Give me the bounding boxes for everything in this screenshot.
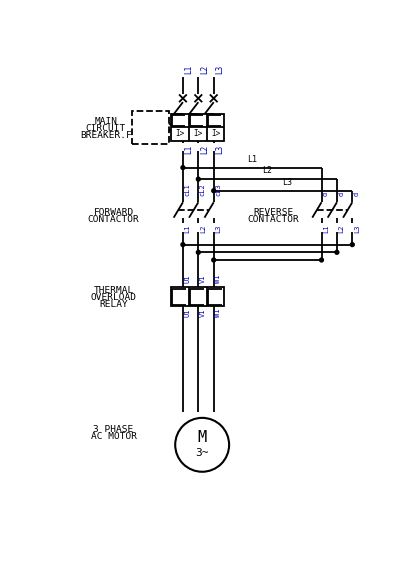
Text: L2: L2 (200, 225, 206, 233)
Text: L2: L2 (200, 145, 209, 154)
Text: REVERSE: REVERSE (253, 208, 293, 217)
Circle shape (350, 243, 354, 246)
Text: d: d (323, 192, 329, 196)
Circle shape (320, 258, 323, 262)
Circle shape (212, 189, 215, 193)
Text: RELAY: RELAY (99, 300, 128, 309)
Text: CIRCUIT: CIRCUIT (86, 124, 126, 133)
FancyBboxPatch shape (171, 114, 225, 141)
Text: I>: I> (211, 129, 220, 138)
Text: L1: L1 (184, 64, 194, 73)
Text: MAIN: MAIN (94, 117, 118, 126)
Text: L3: L3 (354, 225, 360, 233)
Text: cL1: cL1 (184, 183, 190, 196)
Text: AC MOTOR: AC MOTOR (91, 432, 136, 441)
Text: M: M (197, 430, 207, 444)
Text: W1: W1 (215, 308, 221, 317)
Circle shape (175, 418, 229, 472)
Text: W1: W1 (215, 275, 221, 283)
Text: cL3: cL3 (215, 183, 221, 196)
Text: L3: L3 (282, 178, 292, 187)
Text: BREAKER.F: BREAKER.F (80, 131, 132, 140)
Text: L1: L1 (323, 225, 329, 233)
Text: I>: I> (175, 129, 184, 138)
Text: L2: L2 (339, 225, 344, 233)
Text: cL2: cL2 (200, 183, 206, 196)
Text: L1: L1 (247, 155, 257, 164)
Text: L2: L2 (200, 64, 209, 73)
Text: L1: L1 (184, 225, 190, 233)
Text: V1: V1 (200, 308, 206, 317)
Text: 3 PHASE: 3 PHASE (94, 425, 134, 434)
Text: L1: L1 (184, 145, 194, 154)
Text: U1: U1 (184, 275, 190, 283)
Text: THERMAL: THERMAL (94, 286, 134, 295)
Text: CONTACTOR: CONTACTOR (247, 215, 299, 224)
Text: L3: L3 (215, 145, 224, 154)
Circle shape (181, 166, 185, 170)
Text: L2: L2 (262, 166, 273, 175)
Text: OVERLOAD: OVERLOAD (91, 293, 136, 302)
Text: I>: I> (193, 129, 202, 138)
Text: FORWARD: FORWARD (94, 208, 134, 217)
Text: d: d (354, 192, 360, 196)
Text: CONTACTOR: CONTACTOR (88, 215, 139, 224)
FancyBboxPatch shape (171, 287, 225, 306)
Circle shape (335, 250, 339, 254)
Circle shape (212, 258, 215, 262)
Text: d: d (339, 192, 344, 196)
Text: L3: L3 (215, 225, 221, 233)
Text: L3: L3 (215, 64, 224, 73)
Circle shape (181, 243, 185, 246)
Circle shape (197, 177, 200, 181)
Text: V1: V1 (200, 275, 206, 283)
Circle shape (197, 250, 200, 254)
Text: 3~: 3~ (195, 447, 209, 457)
Text: U1: U1 (184, 308, 190, 317)
